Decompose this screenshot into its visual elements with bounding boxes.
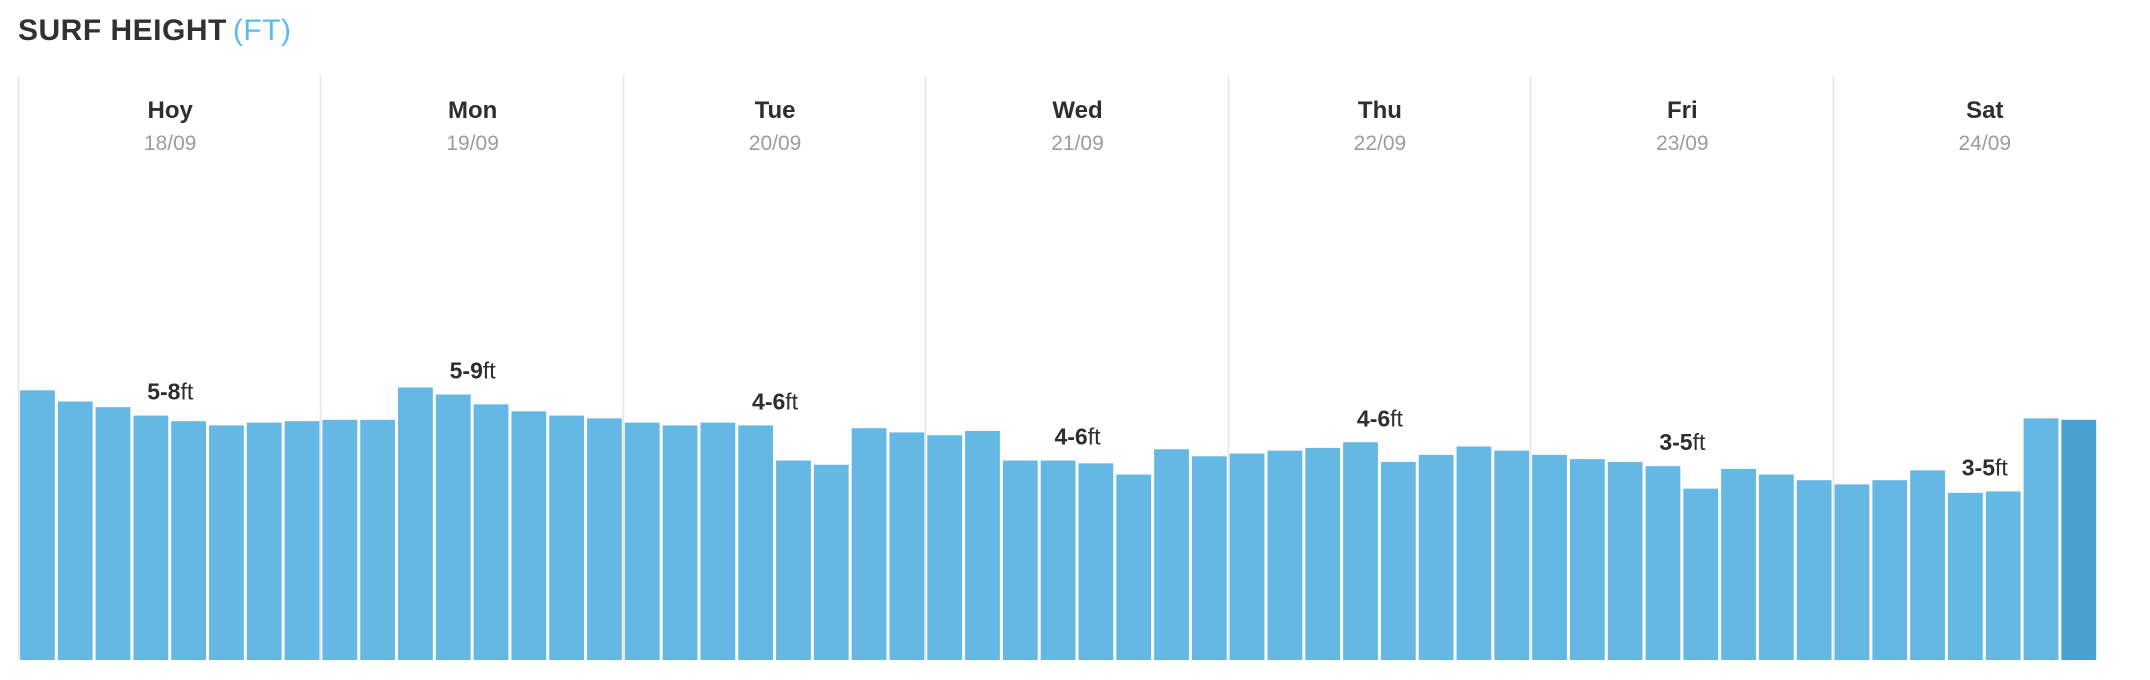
forecast-bar[interactable] [20,390,55,660]
forecast-bar[interactable] [398,387,433,660]
forecast-bar[interactable] [1040,460,1076,660]
day-surf-range-label: 4-6ft [752,388,799,414]
chart-unit-label: (FT) [232,14,292,47]
forecast-bar[interactable] [171,421,207,660]
forecast-bar[interactable] [1456,446,1492,660]
forecast-bar[interactable] [889,432,925,660]
day-name-label: Thu [1358,97,1402,124]
forecast-bar[interactable] [1191,456,1227,660]
forecast-bar[interactable] [2023,418,2059,660]
forecast-bar-selected[interactable] [2061,419,2097,660]
day-name-label: Tue [755,97,796,124]
day-date-label: 21/09 [1051,132,1104,155]
forecast-bar[interactable] [57,401,93,660]
forecast-bar[interactable] [1796,480,1832,660]
day-surf-range-label: 4-6ft [1054,424,1101,450]
forecast-bar[interactable] [1872,480,1908,660]
forecast-bar[interactable] [927,435,963,660]
day-name-label: Sat [1966,97,2003,124]
day-date-label: 23/09 [1656,132,1709,155]
forecast-bar[interactable] [511,411,547,660]
forecast-bar[interactable] [322,419,358,660]
forecast-bar[interactable] [133,415,169,660]
forecast-bar[interactable] [1116,474,1152,660]
day-surf-range-label: 3-5ft [1659,429,1706,455]
day-date-label: 19/09 [446,132,499,155]
forecast-bar[interactable] [851,428,887,660]
day-surf-range-label: 5-9ft [450,358,497,384]
forecast-bar[interactable] [1645,466,1681,660]
day-date-label: 24/09 [1959,132,2012,155]
day-surf-range-label: 4-6ft [1357,405,1404,431]
day-name-label: Hoy [148,97,194,124]
forecast-bar[interactable] [1532,454,1567,660]
forecast-bar[interactable] [1947,492,1983,660]
forecast-bar[interactable] [1910,470,1945,660]
forecast-bar[interactable] [1002,460,1038,660]
forecast-bar[interactable] [1985,491,2021,660]
forecast-bar[interactable] [776,460,811,660]
forecast-bar[interactable] [1229,453,1265,661]
day-surf-range-label: 3-5ft [1962,454,2009,480]
day-date-label: 18/09 [144,132,197,155]
chart-title: SURF HEIGHT (FT) [18,14,291,48]
forecast-bar[interactable] [700,422,736,660]
forecast-bar[interactable] [284,421,320,660]
forecast-bar[interactable] [1267,450,1303,660]
day-name-label: Mon [448,97,497,124]
forecast-bar[interactable] [1721,468,1756,660]
forecast-bar[interactable] [1078,463,1114,660]
forecast-bar[interactable] [1607,461,1643,660]
forecast-bar[interactable] [209,425,244,660]
forecast-bar[interactable] [1305,447,1341,660]
forecast-bar[interactable] [1343,442,1378,660]
forecast-bar[interactable] [473,404,509,660]
chart-title-text: SURF HEIGHT [18,14,227,47]
forecast-bar[interactable] [1154,449,1189,660]
forecast-bar[interactable] [662,425,698,660]
forecast-bar[interactable] [624,422,660,660]
forecast-bar[interactable] [1494,450,1530,660]
forecast-bar[interactable] [360,419,396,660]
forecast-bar[interactable] [1834,484,1870,660]
forecast-bar[interactable] [246,422,282,660]
forecast-bar[interactable] [549,415,585,660]
day-date-label: 20/09 [749,132,802,155]
forecast-bar[interactable] [1418,454,1454,660]
forecast-bar[interactable] [813,464,849,660]
day-surf-range-label: 5-8ft [147,379,194,405]
day-name-label: Wed [1052,97,1102,124]
forecast-bar[interactable] [1569,459,1605,660]
forecast-bar[interactable] [435,394,471,661]
day-date-label: 22/09 [1354,132,1407,155]
day-name-label: Fri [1667,97,1698,124]
forecast-bar[interactable] [965,431,1000,660]
forecast-bar[interactable] [1758,474,1794,660]
forecast-bar[interactable] [587,418,622,660]
forecast-bar[interactable] [95,407,131,660]
forecast-bar[interactable] [1683,488,1719,660]
forecast-bar[interactable] [1380,461,1416,660]
forecast-bar[interactable] [738,425,774,660]
